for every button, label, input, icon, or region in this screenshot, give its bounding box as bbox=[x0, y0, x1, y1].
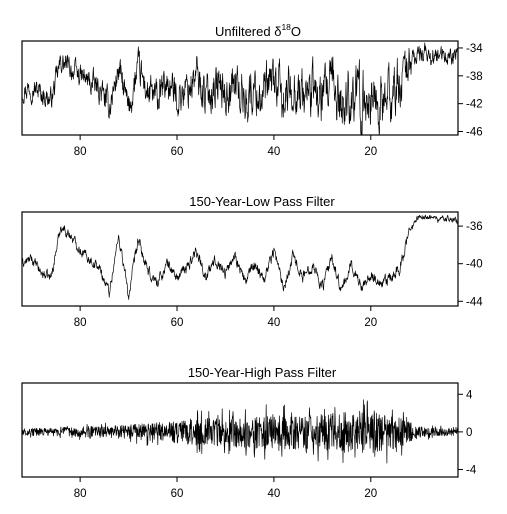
y-axis: -36 -40 -44 bbox=[458, 221, 483, 308]
y-tick-label: -42 bbox=[466, 99, 483, 111]
x-tick-label: 80 bbox=[74, 317, 87, 329]
data-series bbox=[22, 42, 458, 135]
data-series bbox=[22, 214, 458, 300]
x-tick-label: 40 bbox=[268, 488, 281, 500]
y-tick-label: -40 bbox=[466, 259, 483, 271]
x-tick-label: 60 bbox=[171, 146, 184, 158]
y-tick-label: -34 bbox=[466, 43, 483, 55]
x-tick-label: 20 bbox=[364, 146, 377, 158]
y-tick-label: 4 bbox=[466, 389, 473, 401]
x-tick-label: 80 bbox=[74, 488, 87, 500]
y-tick-label: 0 bbox=[466, 427, 472, 439]
title-main: Unfiltered δ bbox=[215, 24, 282, 39]
series-line bbox=[22, 399, 458, 464]
x-tick-label: 20 bbox=[364, 488, 377, 500]
x-axis: 80 60 40 20 bbox=[74, 135, 377, 158]
panel-unfiltered: Unfiltered δ18O 80 60 40 20 -34 -38 -42 … bbox=[21, 22, 483, 158]
chart-title: 150-Year-High Pass Filter bbox=[188, 365, 337, 380]
plot-frame bbox=[21, 40, 459, 136]
panel-high-pass: 150-Year-High Pass Filter 80 60 40 20 4 … bbox=[21, 365, 477, 500]
x-axis: 80 60 40 20 bbox=[74, 477, 377, 500]
y-tick-label: -38 bbox=[466, 71, 483, 83]
title-superscript: 18 bbox=[281, 22, 291, 32]
y-tick-label: -46 bbox=[466, 127, 483, 139]
y-tick-label: -44 bbox=[466, 296, 483, 308]
plot-frame bbox=[21, 211, 459, 307]
x-tick-label: 20 bbox=[364, 317, 377, 329]
x-tick-label: 60 bbox=[171, 488, 184, 500]
data-series bbox=[22, 399, 458, 464]
x-tick-label: 80 bbox=[74, 146, 87, 158]
chart-title: Unfiltered δ18O bbox=[215, 22, 301, 39]
title-tail: O bbox=[291, 24, 301, 39]
y-axis: 4 0 -4 bbox=[458, 389, 477, 476]
x-tick-label: 60 bbox=[171, 317, 184, 329]
y-tick-label: -36 bbox=[466, 221, 483, 233]
x-tick-label: 40 bbox=[268, 146, 281, 158]
chart-title: 150-Year-Low Pass Filter bbox=[189, 194, 335, 209]
y-tick-label: -4 bbox=[466, 464, 477, 476]
x-axis: 80 60 40 20 bbox=[74, 306, 377, 329]
plot-frame bbox=[21, 382, 459, 478]
series-line bbox=[22, 214, 458, 300]
x-tick-label: 40 bbox=[268, 317, 281, 329]
panel-low-pass: 150-Year-Low Pass Filter 80 60 40 20 -36… bbox=[21, 194, 483, 329]
y-axis: -34 -38 -42 -46 bbox=[458, 43, 483, 139]
series-line bbox=[22, 42, 458, 135]
